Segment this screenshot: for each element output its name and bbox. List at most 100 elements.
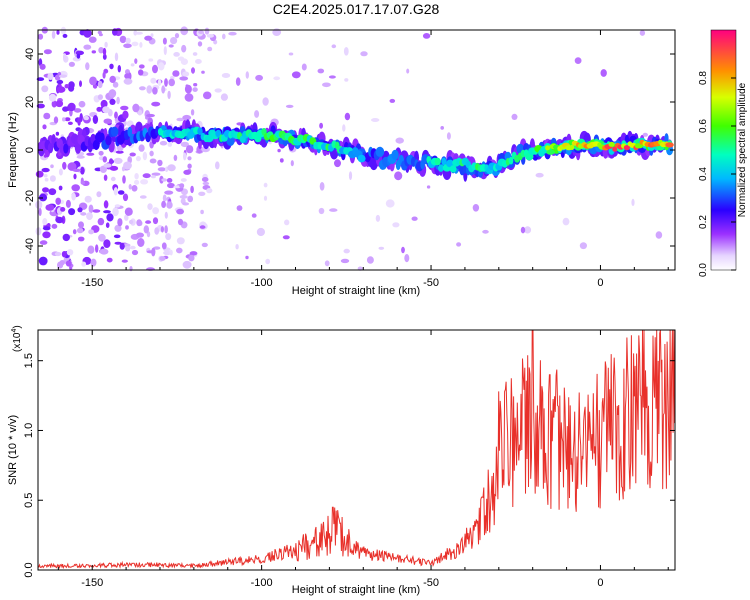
noise-speckle — [180, 141, 189, 148]
noise-speckle — [183, 169, 192, 175]
noise-speckle — [198, 30, 205, 34]
noise-speckle — [48, 93, 57, 102]
ridge-blob — [357, 154, 366, 163]
ridge-blob — [441, 157, 447, 166]
noise-speckle — [655, 231, 663, 239]
noise-speckle — [103, 239, 111, 249]
noise-speckle — [83, 44, 92, 50]
noise-speckle — [98, 233, 106, 242]
noise-speckle — [80, 166, 85, 175]
noise-speckle — [284, 219, 290, 226]
noise-speckle — [65, 260, 72, 267]
noise-speckle — [164, 211, 168, 219]
noise-speckle — [193, 83, 198, 87]
noise-speckle — [102, 71, 106, 79]
noise-speckle — [344, 112, 351, 121]
noise-speckle — [114, 241, 122, 245]
y-tick-label: 1.5 — [23, 353, 35, 368]
noise-speckle — [78, 221, 84, 229]
svg-text:(x104): (x104) — [11, 325, 23, 352]
noise-speckle — [122, 193, 129, 202]
noise-speckle — [511, 113, 518, 120]
noise-speckle — [395, 137, 404, 144]
noise-speckle — [151, 247, 156, 257]
noise-speckle — [318, 207, 325, 215]
x-tick-label: -100 — [251, 577, 273, 589]
noise-speckle — [114, 224, 122, 232]
noise-speckle — [215, 161, 220, 170]
noise-speckle — [62, 33, 68, 38]
noise-speckle — [404, 254, 410, 263]
noise-speckle — [97, 217, 105, 226]
noise-speckle — [103, 210, 111, 214]
noise-speckle — [103, 163, 112, 168]
noise-speckle — [109, 98, 116, 105]
noise-speckle — [182, 260, 192, 269]
noise-speckle — [319, 122, 323, 129]
noise-speckle — [109, 165, 119, 171]
snr-scale-label: (x10 — [12, 332, 23, 352]
noise-speckle — [115, 150, 124, 154]
noise-speckle — [163, 46, 167, 56]
noise-speckle — [378, 246, 385, 250]
noise-speckle — [122, 175, 126, 184]
noise-speckle — [151, 101, 161, 107]
noise-speckle — [55, 100, 64, 108]
ridge-blob — [391, 149, 399, 160]
ridge-blob — [127, 126, 133, 137]
ridge-blob — [110, 126, 119, 137]
noise-speckle — [256, 227, 265, 237]
y-tick-label: -40 — [24, 238, 36, 254]
spectrogram-y-label: Frequency (Hz) — [7, 112, 19, 188]
noise-speckle — [639, 30, 646, 36]
noise-speckle — [144, 35, 153, 41]
noise-speckle — [113, 187, 118, 196]
snr-y-axis: 0.0 0.5 1.0 1.5 — [23, 353, 675, 578]
colorbar-axis: 0.0 0.2 0.4 0.6 0.8 — [698, 71, 736, 277]
snr-panel: -150 -100 -50 0 0.0 0.5 1.0 1.5 Height of stra… — [7, 325, 676, 596]
noise-speckle — [190, 185, 194, 194]
noise-speckle — [123, 161, 132, 170]
ridge-blob — [92, 139, 100, 150]
noise-speckle — [192, 52, 198, 56]
noise-speckle — [80, 212, 87, 216]
noise-speckle — [184, 93, 194, 102]
noise-speckle — [422, 33, 431, 39]
noise-speckle — [220, 93, 228, 101]
noise-speckle — [129, 245, 136, 250]
noise-speckle — [169, 249, 173, 256]
noise-speckle — [44, 177, 49, 182]
noise-speckle — [161, 200, 167, 208]
noise-speckle — [119, 35, 127, 44]
noise-speckle — [149, 158, 157, 164]
noise-speckle — [180, 178, 187, 182]
noise-speckle — [343, 47, 349, 56]
noise-speckle — [146, 85, 153, 94]
noise-speckle — [124, 214, 129, 221]
noise-speckle — [109, 158, 114, 165]
noise-speckle — [86, 152, 95, 156]
noise-speckle — [109, 63, 114, 70]
noise-speckle — [39, 240, 48, 245]
noise-speckle — [66, 249, 74, 256]
y-tick-label: 1.0 — [23, 423, 35, 438]
noise-speckle — [273, 76, 281, 81]
snr-y-label: SNR (10 * v/v) — [7, 415, 19, 485]
noise-speckle — [177, 218, 184, 226]
noise-speckle — [642, 132, 648, 137]
noise-speckle — [600, 69, 607, 77]
noise-speckle — [71, 184, 80, 192]
x-tick-label: -50 — [423, 577, 439, 589]
noise-speckle — [98, 47, 104, 54]
noise-speckle — [138, 69, 144, 76]
noise-speckle — [245, 255, 249, 260]
noise-speckle — [117, 218, 123, 227]
noise-speckle — [187, 156, 192, 161]
noise-speckle — [54, 74, 61, 81]
noise-speckle — [152, 87, 158, 95]
noise-speckle — [42, 187, 49, 193]
noise-speckle — [366, 256, 374, 264]
noise-speckle — [92, 84, 98, 89]
noise-speckle — [262, 97, 269, 106]
noise-speckle — [520, 226, 526, 234]
